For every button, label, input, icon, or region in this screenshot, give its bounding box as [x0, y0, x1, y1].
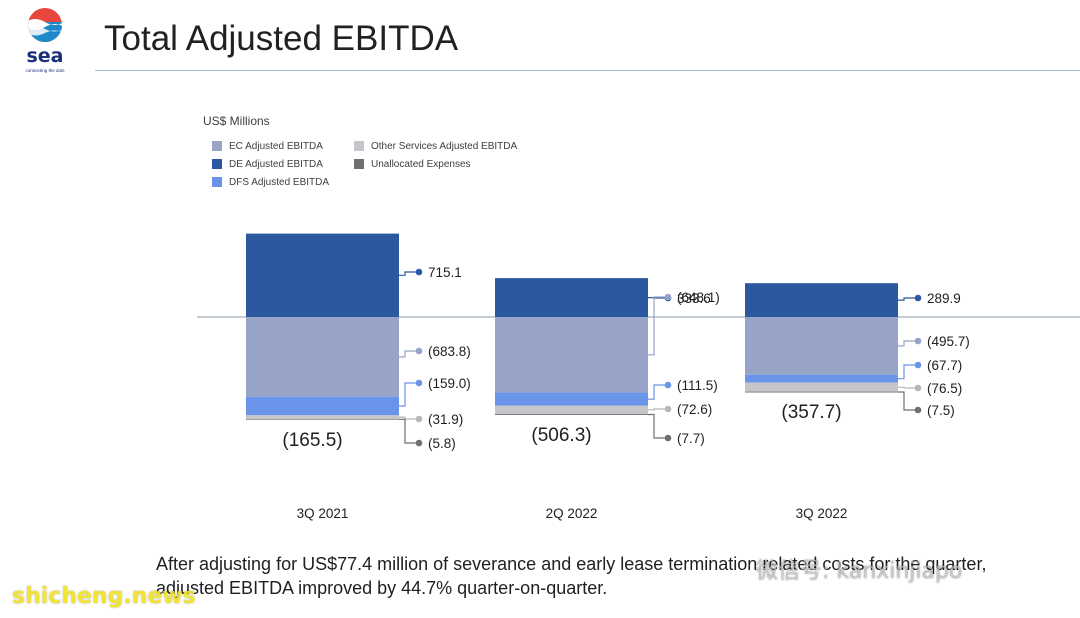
legend-item-other-services: Other Services Adjusted EBITDA [354, 139, 517, 153]
leader-line [898, 364, 918, 380]
title-divider [95, 70, 1080, 71]
category-label: 3Q 2022 [796, 506, 848, 521]
sea-logo-mark [28, 8, 62, 42]
leader-line [399, 416, 419, 420]
category-label: 3Q 2021 [297, 506, 349, 521]
value-marker [914, 384, 922, 392]
leader-line [648, 408, 668, 411]
bar-segment-dfs-adjusted-ebitda [745, 374, 898, 383]
data-label: (495.7) [927, 334, 970, 349]
value-marker [664, 434, 672, 442]
leader-line [898, 340, 918, 347]
chart-footnote: After adjusting for US$77.4 million of s… [156, 554, 987, 598]
legend-label: DFS Adjusted EBITDA [229, 176, 330, 188]
sea-logo: sea connecting the dots [14, 6, 76, 76]
leader-line [898, 386, 918, 389]
legend-item-ec: EC Adjusted EBITDA [212, 139, 323, 153]
logo-tagline: connecting the dots [25, 68, 65, 73]
value-marker [664, 381, 672, 389]
legend-label: Unallocated Expenses [371, 158, 471, 170]
data-label: (683.8) [428, 344, 471, 359]
data-label: (31.9) [428, 412, 463, 427]
legend-swatch [354, 159, 364, 169]
data-label: (72.6) [677, 402, 712, 417]
value-marker [914, 406, 922, 414]
value-marker [664, 405, 672, 413]
legend-label: EC Adjusted EBITDA [229, 140, 323, 152]
leader-line [648, 296, 668, 356]
bar-segment-de [745, 283, 898, 317]
total-label: (506.3) [531, 425, 591, 446]
bar-segment-other-services-adjusted-ebitda [495, 405, 648, 415]
bar-segment-de [495, 278, 648, 317]
value-marker [914, 294, 922, 302]
data-label: (648.1) [677, 290, 720, 305]
data-label: (5.8) [428, 436, 456, 451]
value-marker [415, 347, 423, 355]
leader-line [399, 350, 419, 358]
data-label: (7.7) [677, 431, 705, 446]
total-label: (165.5) [282, 430, 342, 451]
legend-label: DE Adjusted EBITDA [229, 158, 323, 170]
watermark-shicheng: shicheng.news [12, 584, 196, 609]
leader-line [898, 391, 918, 411]
legend-swatch [212, 177, 222, 187]
leader-line [399, 271, 419, 276]
leader-line [399, 382, 419, 407]
data-label: (67.7) [927, 358, 962, 373]
total-label: (357.7) [781, 402, 841, 423]
value-marker [664, 293, 672, 301]
value-marker [415, 268, 423, 276]
category-label: 2Q 2022 [546, 506, 598, 521]
value-marker [415, 415, 423, 423]
legend-item-de: DE Adjusted EBITDA [212, 157, 323, 171]
data-label: (111.5) [677, 378, 718, 393]
data-label: 715.1 [428, 265, 462, 280]
value-marker [914, 337, 922, 345]
bar-segment-ec-adjusted-ebitda [745, 317, 898, 375]
bar-segment-unallocated-expenses [745, 391, 898, 393]
leader-line [648, 384, 668, 400]
page-title: Total Adjusted EBITDA [104, 19, 459, 58]
bar-segment-dfs-adjusted-ebitda [495, 392, 648, 406]
watermark-wechat: 微信号: kanxinjiapo [756, 559, 963, 584]
legend-swatch [212, 141, 222, 151]
data-label: (159.0) [428, 376, 471, 391]
bar-segment-de [246, 233, 399, 317]
legend-label: Other Services Adjusted EBITDA [371, 140, 518, 152]
legend-swatch [212, 159, 222, 169]
leader-line [648, 413, 668, 439]
bar-segment-other-services-adjusted-ebitda [246, 415, 399, 419]
value-marker [415, 439, 423, 447]
leader-line [399, 418, 419, 444]
logo-wordmark: sea [26, 45, 64, 67]
bar-segment-other-services-adjusted-ebitda [745, 382, 898, 392]
value-marker [415, 379, 423, 387]
bar-segment-unallocated-expenses [495, 414, 648, 415]
bar-segment-unallocated-expenses [246, 418, 399, 420]
legend-swatch [354, 141, 364, 151]
chart-unit-label: US$ Millions [203, 114, 270, 128]
data-label: 289.9 [927, 291, 961, 306]
data-label: 333.6 [677, 291, 711, 306]
data-label: (76.5) [927, 381, 962, 396]
bar-segment-ec-adjusted-ebitda [495, 317, 648, 393]
bar-segment-ec-adjusted-ebitda [246, 317, 399, 397]
bar-segment-dfs-adjusted-ebitda [246, 396, 399, 416]
data-label: (7.5) [927, 403, 955, 418]
legend-item-unallocated: Unallocated Expenses [354, 157, 471, 171]
legend-item-dfs: DFS Adjusted EBITDA [212, 175, 329, 189]
value-marker [914, 361, 922, 369]
leader-line [898, 297, 918, 301]
